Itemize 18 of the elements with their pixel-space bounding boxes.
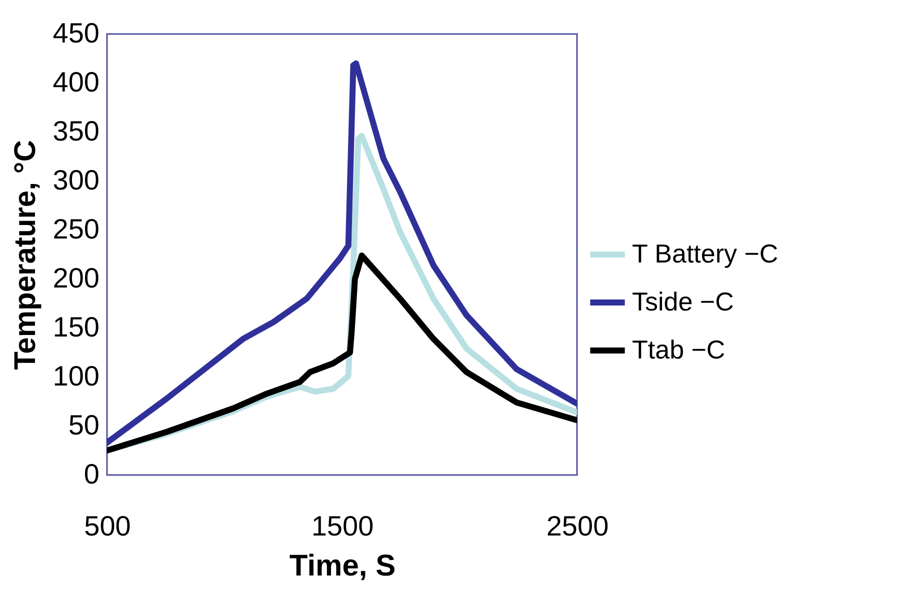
- y-tick-label: 0: [84, 458, 100, 490]
- y-tick-label: 450: [52, 18, 100, 48]
- x-axis-title: Time, S: [289, 550, 396, 582]
- x-tick-label: 1500: [311, 510, 374, 542]
- y-axis-title: Temperature, °C: [8, 140, 42, 370]
- y-tick-label: 250: [52, 214, 100, 244]
- x-tick-label: 2500: [546, 510, 609, 542]
- legend-label: T Battery −C: [632, 238, 778, 268]
- y-tick-label: 200: [52, 262, 100, 294]
- x-tick-label: 500: [84, 510, 131, 542]
- y-tick-label: 100: [52, 360, 100, 392]
- y-tick-label: 150: [52, 312, 100, 342]
- y-tick-label: 50: [68, 410, 100, 440]
- y-tick-label: 400: [52, 66, 100, 98]
- legend-label: Ttab −C: [632, 334, 726, 364]
- legend-label: Tside −C: [632, 286, 734, 316]
- y-tick-label: 300: [52, 164, 100, 196]
- y-tick-label: 350: [52, 116, 100, 146]
